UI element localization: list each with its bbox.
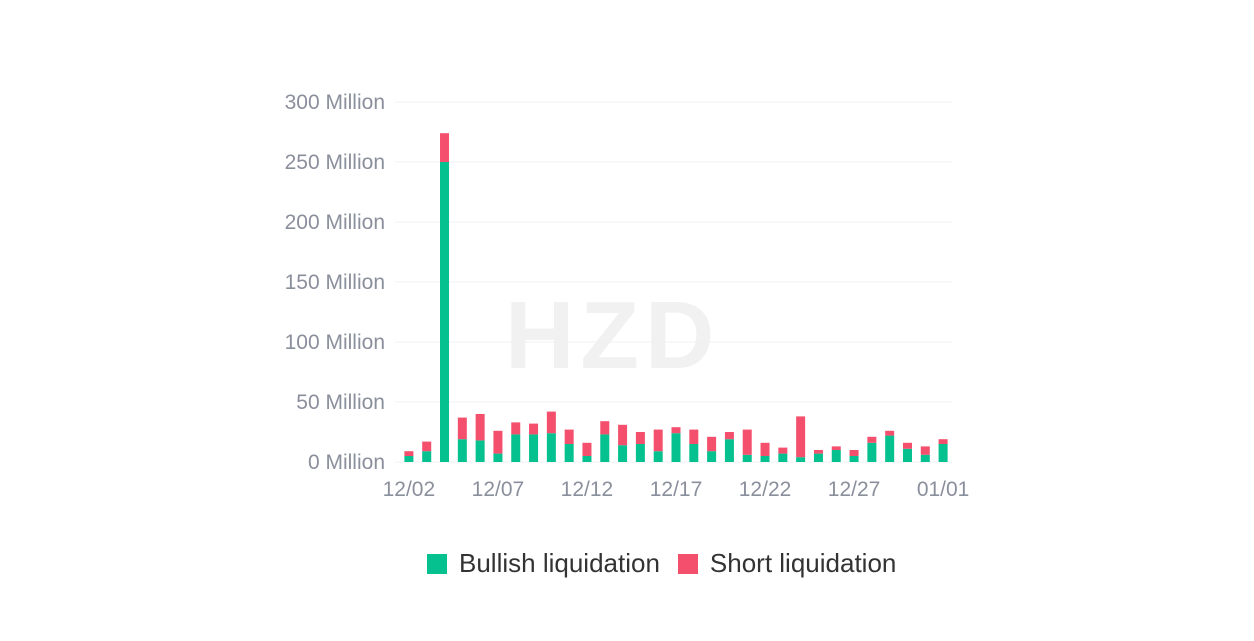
bar-short[interactable] xyxy=(546,411,556,434)
bar-short[interactable] xyxy=(760,442,770,456)
y-tick-label: 200 Million xyxy=(285,211,385,234)
bar-bullish[interactable] xyxy=(564,444,574,462)
bar-bullish[interactable] xyxy=(742,454,752,462)
legend-item-short[interactable]: Short liquidation xyxy=(677,548,897,579)
bar-bullish[interactable] xyxy=(546,433,556,462)
y-tick-label: 250 Million xyxy=(285,151,385,174)
bar-bullish[interactable] xyxy=(760,456,770,462)
watermark-text: HZD xyxy=(505,282,720,389)
bar-bullish[interactable] xyxy=(796,457,806,462)
bar-bullish[interactable] xyxy=(493,453,503,462)
bar-bullish[interactable] xyxy=(600,434,610,462)
bar-short[interactable] xyxy=(920,446,930,455)
bar-bullish[interactable] xyxy=(849,456,859,462)
bar-bullish[interactable] xyxy=(938,444,948,462)
bar-short[interactable] xyxy=(457,417,467,440)
bar-short[interactable] xyxy=(796,416,806,458)
bar-short[interactable] xyxy=(653,429,663,452)
bar-short[interactable] xyxy=(938,439,948,444)
bar-short[interactable] xyxy=(885,430,895,436)
bar-bullish[interactable] xyxy=(689,444,699,462)
bar-bullish[interactable] xyxy=(885,435,895,462)
legend: Bullish liquidation Short liquidation xyxy=(427,548,914,579)
bar-bullish[interactable] xyxy=(635,444,645,462)
bar-short[interactable] xyxy=(582,442,592,456)
bar-short[interactable] xyxy=(529,423,539,435)
bar-bullish[interactable] xyxy=(618,445,628,462)
bar-short[interactable] xyxy=(778,447,788,454)
bar-short[interactable] xyxy=(742,429,752,455)
bar-bullish[interactable] xyxy=(529,434,539,462)
x-tick-label: 12/07 xyxy=(472,478,525,501)
legend-swatch-short xyxy=(677,553,698,574)
bar-bullish[interactable] xyxy=(440,162,450,462)
legend-label-bullish: Bullish liquidation xyxy=(459,548,660,578)
x-axis-ticks: 12/02 12/07 12/12 12/17 12/22 12/27 01/01 xyxy=(383,478,970,501)
bar-bullish[interactable] xyxy=(511,434,521,462)
bar-short[interactable] xyxy=(404,451,414,456)
bar-short[interactable] xyxy=(813,450,823,454)
bar-bullish[interactable] xyxy=(724,439,734,462)
x-tick-label: 12/02 xyxy=(383,478,436,501)
grid-lines xyxy=(395,101,952,463)
bar-bullish[interactable] xyxy=(653,451,663,462)
x-tick-label: 12/17 xyxy=(650,478,703,501)
bar-bullish[interactable] xyxy=(457,439,467,462)
bar-bullish[interactable] xyxy=(707,451,717,462)
y-tick-label: 100 Million xyxy=(285,331,385,354)
x-tick-label: 12/22 xyxy=(739,478,792,501)
bar-short[interactable] xyxy=(493,430,503,454)
bar-short[interactable] xyxy=(564,429,574,444)
bar-short[interactable] xyxy=(671,427,681,434)
bar-bullish[interactable] xyxy=(422,451,432,462)
y-tick-label: 0 Million xyxy=(308,451,385,474)
bar-short[interactable] xyxy=(422,441,432,452)
bar-short[interactable] xyxy=(831,446,841,450)
y-axis-ticks: 0 Million 50 Million 100 Million 150 Millio… xyxy=(285,91,385,474)
legend-label-short: Short liquidation xyxy=(709,548,897,578)
bar-bullish[interactable] xyxy=(778,453,788,462)
bar-short[interactable] xyxy=(600,421,610,435)
bar-short[interactable] xyxy=(849,450,859,456)
bar-short[interactable] xyxy=(618,424,628,446)
bars xyxy=(404,133,948,462)
bar-bullish[interactable] xyxy=(920,454,930,462)
x-tick-label: 12/12 xyxy=(561,478,614,501)
y-tick-label: 150 Million xyxy=(285,271,385,294)
y-tick-label: 300 Million xyxy=(285,91,385,114)
bar-short[interactable] xyxy=(902,442,912,449)
bar-short[interactable] xyxy=(724,432,734,440)
bar-bullish[interactable] xyxy=(813,453,823,462)
bar-short[interactable] xyxy=(689,429,699,444)
bar-bullish[interactable] xyxy=(671,433,681,462)
legend-swatch-bullish xyxy=(427,553,447,574)
bar-bullish[interactable] xyxy=(902,448,912,462)
bar-short[interactable] xyxy=(635,432,645,444)
bar-bullish[interactable] xyxy=(404,456,414,462)
y-tick-label: 50 Million xyxy=(296,391,385,414)
bar-short[interactable] xyxy=(511,422,521,435)
bar-short[interactable] xyxy=(440,133,450,162)
bar-bullish[interactable] xyxy=(831,450,841,462)
x-tick-label: 01/01 xyxy=(917,478,970,501)
bar-bullish[interactable] xyxy=(867,442,877,462)
bar-short[interactable] xyxy=(707,436,717,452)
legend-item-bullish[interactable]: Bullish liquidation xyxy=(427,548,660,579)
bar-bullish[interactable] xyxy=(475,440,485,462)
bar-short[interactable] xyxy=(867,436,877,443)
bar-short[interactable] xyxy=(475,414,485,441)
x-tick-label: 12/27 xyxy=(828,478,881,501)
bar-bullish[interactable] xyxy=(582,456,592,462)
